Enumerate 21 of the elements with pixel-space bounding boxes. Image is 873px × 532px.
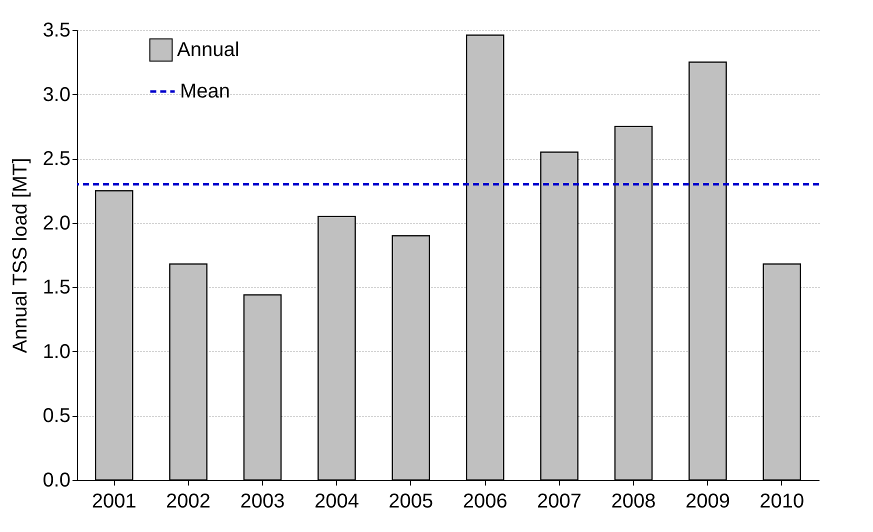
y-tick-label: 3.5 (42, 20, 70, 42)
y-tick-label: 1.0 (42, 340, 70, 363)
x-tick-label: 2006 (462, 490, 508, 512)
x-tick-label: 2009 (685, 490, 730, 512)
x-tick-label: 2002 (166, 490, 211, 512)
y-tick-label: 0.5 (42, 405, 70, 428)
y-tick-label: 2.0 (42, 212, 70, 234)
y-axis-title: Annual TSS load [MT] (10, 158, 32, 354)
y-tick-label: 3.0 (42, 84, 70, 106)
legend-label: Annual (177, 39, 240, 61)
x-tick-label: 2008 (611, 490, 656, 512)
y-tick-label: 1.5 (42, 276, 70, 299)
legend-label: Mean (180, 80, 230, 102)
x-tick-label: 2001 (92, 490, 136, 512)
y-tick-label: 0.0 (42, 470, 70, 492)
x-tick-label: 2003 (240, 490, 285, 512)
x-tick-label: 2007 (537, 490, 582, 512)
x-tick-label: 2004 (314, 490, 359, 512)
y-tick-label: 2.5 (42, 148, 70, 170)
x-tick-label: 2010 (760, 490, 804, 512)
x-tick-label: 2005 (388, 490, 434, 512)
